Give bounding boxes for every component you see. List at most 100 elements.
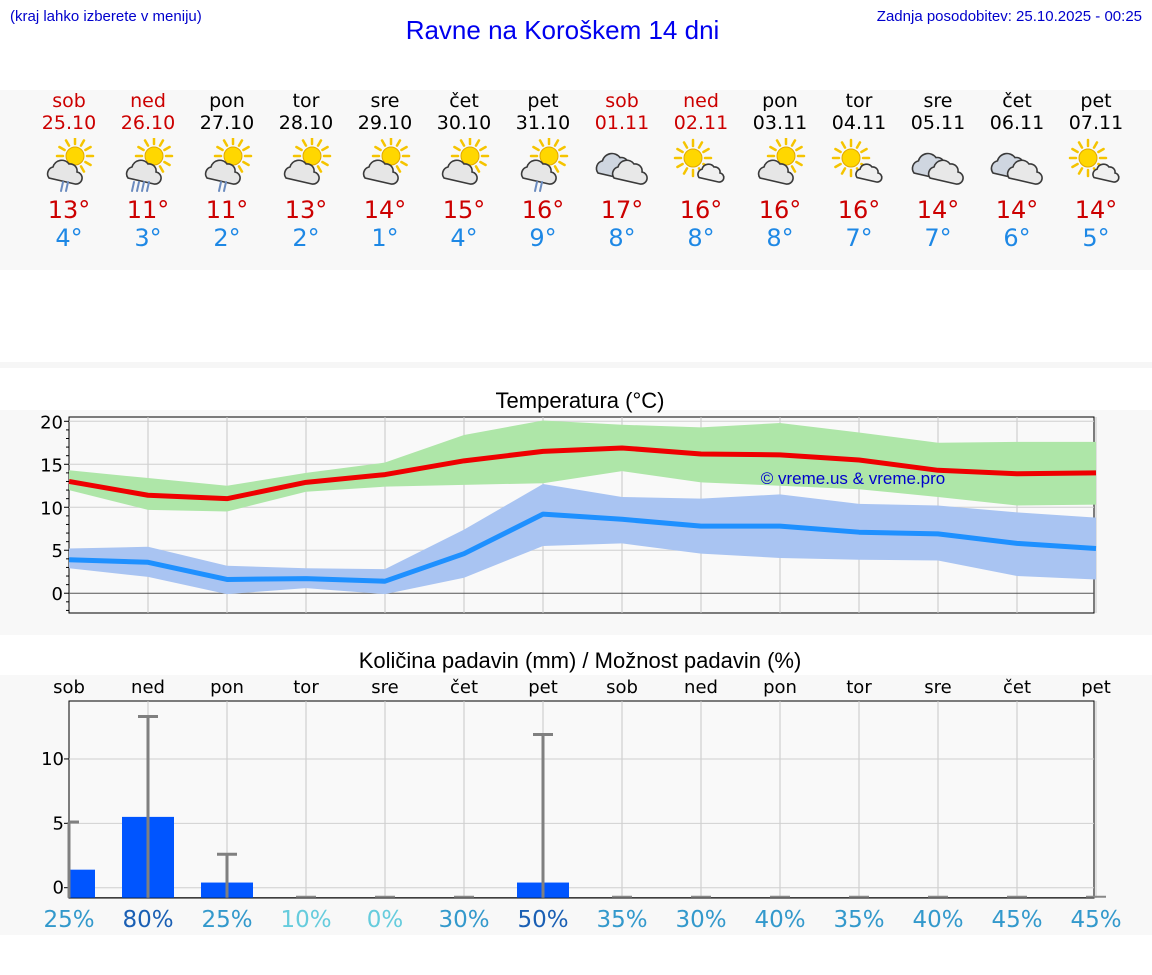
min-temperature: 8° [766,224,794,252]
y-tick-label: 10 [41,749,64,770]
day-date: 30.10 [436,112,492,134]
cloudy-icon [910,138,966,194]
cloudy-icon [989,138,1045,194]
sun-small-cloud-icon [831,138,887,194]
day-date: 03.11 [752,112,808,134]
precipitation-chart: sob ned pon tor sre čet pet sob ned pon tor sre čet p… [41,677,1121,933]
max-temperature: 16° [521,196,565,224]
x-tick-label: pet [528,677,558,698]
day-date: 28.10 [278,112,334,134]
min-temperature-range-band [69,484,1096,595]
sun-cloud-icon [752,136,808,194]
sun-cloud-icon [278,136,334,194]
section-separator [0,362,1152,368]
max-temperature: 16° [758,196,802,224]
day-date: 27.10 [199,112,255,134]
day-forecast: tor 04.11 16° 7° [819,90,899,252]
day-forecast: čet 30.10 15° 4° [424,90,504,252]
day-name: čet [449,90,479,112]
min-temperature: 5° [1082,224,1110,252]
day-name: tor [292,90,320,112]
y-tick-label: 5 [53,813,64,834]
x-tick-label: pon [210,677,244,698]
precipitation-probability: 50% [517,907,568,933]
min-temperature: 8° [608,224,636,252]
x-tick-label: sob [606,677,638,698]
sun-small-cloud-icon [673,138,729,194]
y-tick-label: 15 [40,455,63,476]
x-tick-label: čet [450,677,478,698]
location-menu-hint[interactable]: (kraj lahko izberete v meniju) [10,8,202,25]
min-temperature: 3° [134,224,162,252]
min-temperature: 8° [687,224,715,252]
day-forecast: ned 26.10 11° 3° [108,90,188,252]
day-date: 06.11 [989,112,1045,134]
day-name: sre [370,90,400,112]
x-tick-label: čet [1003,677,1031,698]
day-forecast: sob 25.10 13° 4° [29,90,109,252]
sun-cloud-icon [357,136,413,194]
max-temperature: 17° [600,196,644,224]
precipitation-probability: 80% [122,907,173,933]
precipitation-probability: 25% [43,907,94,933]
x-tick-label: tor [293,677,319,698]
min-temperature: 4° [55,224,83,252]
precipitation-bar [69,869,95,898]
min-temperature: 7° [924,224,952,252]
precipitation-probability: 25% [201,907,252,933]
day-date: 07.11 [1068,112,1124,134]
day-name: sob [52,90,86,112]
precipitation-probability: 30% [438,907,489,933]
min-temperature: 9° [529,224,557,252]
day-forecast: pon 03.11 16° 8° [740,90,820,252]
precipitation-probability: 40% [912,907,963,933]
day-name: pet [527,90,559,112]
min-temperature-line [68,511,1097,584]
day-forecast: sre 29.10 14° 1° [345,90,425,252]
temperature-chart: 0 5 10 15 20 © vreme.us & vreme.pro [40,412,1097,614]
y-tick-label: 0 [52,584,63,605]
x-tick-label: tor [846,677,872,698]
day-name: ned [130,90,166,112]
max-temperature: 16° [679,196,723,224]
x-tick-label: sre [371,677,398,698]
cloudy-icon [594,138,650,194]
max-temperature: 14° [1074,196,1118,224]
precipitation-probability: 40% [754,907,805,933]
max-temperature: 11° [126,196,170,224]
day-forecast: tor 28.10 13° 2° [266,90,346,252]
day-date: 05.11 [910,112,966,134]
day-forecast: čet 06.11 14° 6° [977,90,1057,252]
max-temperature: 13° [284,196,328,224]
temperature-chart-title: Temperatura (°C) [495,388,665,413]
watermark: © vreme.us & vreme.pro [761,469,945,488]
day-date: 31.10 [515,112,571,134]
day-date: 04.11 [831,112,887,134]
min-temperature: 2° [292,224,320,252]
max-temperature-line [68,445,1097,502]
day-name: sre [923,90,953,112]
min-temperature: 1° [371,224,399,252]
max-temperature: 14° [363,196,407,224]
day-date: 02.11 [673,112,729,134]
precipitation-probability: 30% [675,907,726,933]
max-temperature: 15° [442,196,486,224]
day-name: tor [845,90,873,112]
x-tick-label: sre [924,677,951,698]
y-tick-label: 5 [52,541,63,562]
day-date: 29.10 [357,112,413,134]
day-forecast: pet 31.10 16° 9° [503,90,583,252]
y-tick-label: 20 [40,412,63,433]
day-date: 01.11 [594,112,650,134]
last-update-text: Zadnja posodobitev: 25.10.2025 - 00:25 [876,8,1142,25]
max-temperature: 14° [916,196,960,224]
day-date: 26.10 [120,112,176,134]
sun-cloud-rain-icon [199,136,255,194]
precipitation-chart-title: Količina padavin (mm) / Možnost padavin … [358,648,802,673]
y-tick-label: 10 [40,498,63,519]
x-tick-label: ned [684,677,718,698]
precipitation-probability: 0% [367,907,404,933]
day-name: pon [762,90,798,112]
day-forecast: pet 07.11 14° 5° [1056,90,1136,252]
y-tick-label: 0 [53,878,64,899]
